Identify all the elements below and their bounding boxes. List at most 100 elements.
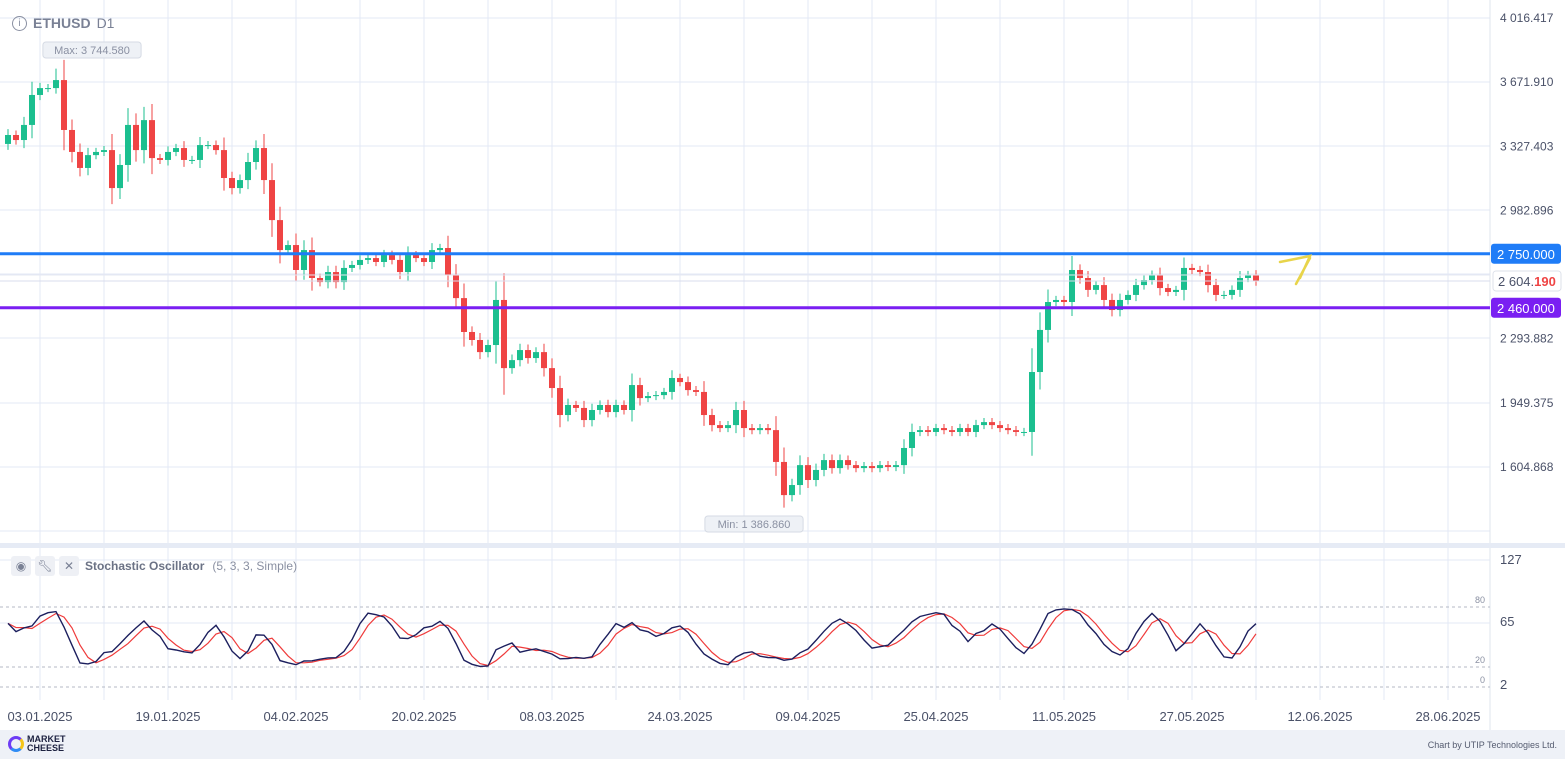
candle-body [205, 145, 211, 147]
candle [685, 376, 691, 396]
candle-body [1053, 299, 1059, 303]
candle [1037, 312, 1043, 390]
candle-body [221, 150, 227, 179]
candle [77, 143, 83, 177]
candle [533, 347, 539, 363]
candle-body [693, 390, 699, 392]
wrench-icon[interactable]: 🔧︎ [35, 556, 55, 576]
candle-body [765, 428, 771, 431]
candle [477, 332, 483, 360]
candle [677, 373, 683, 387]
candle [229, 171, 235, 195]
candle-body [381, 255, 387, 262]
candle-body [165, 151, 171, 160]
candle [1189, 263, 1195, 275]
candle [805, 457, 811, 489]
candle [605, 399, 611, 418]
candle-body [53, 80, 59, 89]
candle-body [149, 120, 155, 159]
candle-body [397, 259, 403, 273]
candle [461, 283, 467, 347]
candle [29, 81, 35, 139]
candle-body [229, 178, 235, 189]
footer: MARKET CHEESE Chart by UTIP Technologies … [0, 730, 1565, 759]
eye-icon[interactable]: ◉ [11, 556, 31, 576]
candle-body [637, 385, 643, 399]
candle [197, 137, 203, 168]
min-label: Min: 1 386.860 [718, 519, 791, 531]
x-tick-label: 09.04.2025 [775, 709, 840, 724]
candle-body [709, 415, 715, 426]
candle [245, 152, 251, 190]
candle-body [733, 410, 739, 426]
candle [453, 264, 459, 309]
candle-body [853, 465, 859, 469]
candle-body [237, 180, 243, 189]
candle-body [933, 428, 939, 432]
candle [1109, 293, 1115, 317]
candle [973, 419, 979, 438]
candle [565, 398, 571, 422]
candle [85, 147, 91, 176]
candle [941, 423, 947, 435]
candle [653, 391, 659, 401]
candle-body [101, 150, 107, 152]
x-tick-label: 24.03.2025 [647, 709, 712, 724]
yellow-arrow-annotation [1278, 254, 1313, 286]
candle [309, 237, 315, 291]
candle-body [1157, 275, 1163, 289]
candle [1245, 270, 1251, 283]
candle-body [69, 129, 75, 152]
close-icon[interactable]: ✕ [59, 556, 79, 576]
candle [1005, 423, 1011, 435]
candle [1181, 257, 1187, 301]
candle-body [869, 466, 875, 469]
candle [1173, 285, 1179, 297]
candle-body [213, 145, 219, 151]
candle-body [413, 255, 419, 259]
candle-body [757, 428, 763, 431]
candle-body [45, 88, 51, 90]
info-icon[interactable]: i [12, 15, 27, 31]
candle [1093, 280, 1099, 295]
candle [93, 147, 99, 160]
candle [549, 358, 555, 398]
candle-body [677, 377, 683, 383]
candle [861, 461, 867, 473]
candle-body [1181, 267, 1187, 290]
candle [261, 134, 267, 195]
candle [709, 408, 715, 432]
candle [741, 400, 747, 438]
candle [1229, 285, 1235, 300]
candle-body [125, 124, 131, 165]
candle-body [1213, 285, 1219, 295]
candle-body [517, 350, 523, 361]
candle [373, 253, 379, 267]
candle [669, 370, 675, 400]
x-tick-label: 11.05.2025 [1032, 709, 1096, 724]
chart-canvas[interactable]: 4 016.417 3 671.910 3 327.403 2 982.896 2 29… [0, 0, 1565, 730]
candle-body [909, 431, 915, 448]
candle [1117, 293, 1123, 317]
candle-body [805, 465, 811, 481]
candle-body [261, 148, 267, 181]
osc-level-label: 80 [1475, 595, 1485, 605]
candle-body [621, 404, 627, 411]
candle-body [509, 360, 515, 369]
candle [597, 400, 603, 415]
candle [1165, 283, 1171, 297]
candle-body [61, 80, 67, 130]
candle-body [245, 162, 251, 181]
candle [133, 113, 139, 162]
candle [157, 153, 163, 165]
candle-body [829, 460, 835, 469]
candle [965, 423, 971, 437]
candle [789, 478, 795, 502]
candle-body [1133, 285, 1139, 295]
candle-body [93, 151, 99, 156]
candle [445, 235, 451, 288]
candle [13, 130, 19, 145]
candle-body [525, 350, 531, 359]
candle [1133, 278, 1139, 302]
candle-body [989, 422, 995, 426]
